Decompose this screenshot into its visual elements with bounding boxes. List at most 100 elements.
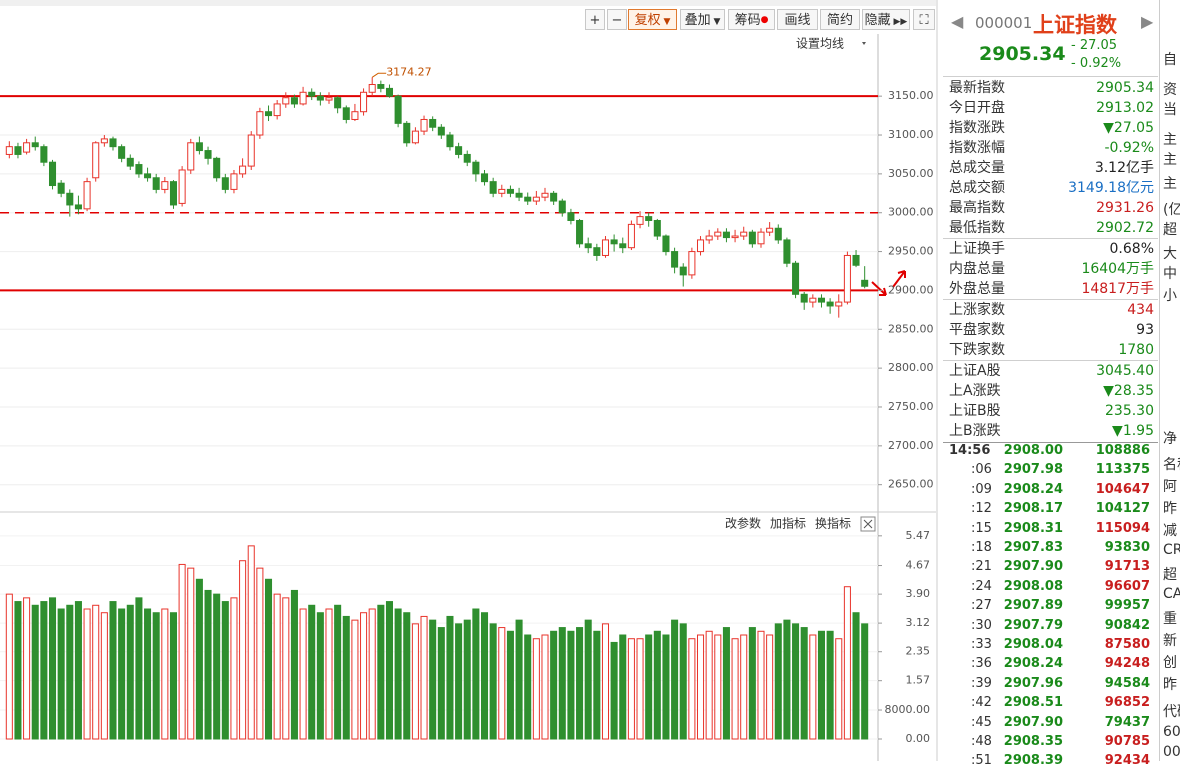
candle-body <box>679 266 687 276</box>
prev-arrow[interactable]: ◀ <box>951 12 964 31</box>
volume-bar <box>14 601 22 740</box>
side-label: (亿 <box>1163 202 1180 218</box>
volume-bar <box>368 608 376 740</box>
stat-label: 最高指数 <box>949 200 1005 216</box>
trade-row: :33 2908.04 87580 <box>943 635 1158 654</box>
volume-bar <box>74 601 82 740</box>
volume-bar <box>653 630 661 740</box>
candle-body <box>852 254 860 266</box>
volume-bar <box>861 623 869 740</box>
trade-time: :21 <box>971 559 992 575</box>
trade-row: :06 2907.98 113375 <box>943 460 1158 479</box>
volume-tool[interactable]: 改参数 <box>725 516 761 531</box>
stat-value: 3045.40 <box>1096 363 1154 379</box>
stat-label: 指数涨幅 <box>949 140 1005 156</box>
candle-body <box>411 130 419 144</box>
stat-value: 2931.26 <box>1096 200 1154 216</box>
candle-body <box>576 219 584 245</box>
side-label: 减 <box>1163 523 1177 539</box>
y-tick-label: 3000.00 <box>888 206 934 219</box>
stat-label: 上涨家数 <box>949 302 1005 318</box>
volume-bar <box>480 612 489 740</box>
trade-time: 14:56 <box>949 443 991 458</box>
stat-row: 平盘家数 93 <box>949 320 1154 340</box>
volume-bar <box>662 634 670 740</box>
candle-body <box>584 243 592 249</box>
volume-bar <box>385 601 394 740</box>
y2-tick-label: 2.35 <box>906 645 931 658</box>
stat-value: 235.30 <box>1105 403 1154 419</box>
y-tick-label: 2800.00 <box>888 361 934 374</box>
side-label: 小 <box>1163 288 1177 304</box>
trade-volume: 99957 <box>1104 598 1150 614</box>
fullscreen-button[interactable]: ⛶ <box>913 9 935 30</box>
volume-bar <box>273 593 281 740</box>
volume-bar <box>221 601 229 740</box>
volume-bar <box>169 612 178 740</box>
toolbar-button[interactable]: 画线 <box>777 9 818 30</box>
volume-bar <box>403 612 411 740</box>
candle-body <box>351 111 359 120</box>
toolbar-button[interactable]: 简约 <box>820 9 860 30</box>
toolbar-button[interactable]: 复权 ▼ <box>628 9 677 30</box>
volume-bar <box>826 630 834 740</box>
chart: 设置均线 3150.00 3100.00 3050.00 3000.00 2950.00… <box>0 0 938 761</box>
volume-bar <box>161 608 169 740</box>
separator <box>943 442 1158 443</box>
toolbar-button[interactable]: 叠加 ▼ <box>680 9 725 30</box>
candle-body <box>360 91 368 113</box>
trade-row: :45 2907.90 79437 <box>943 713 1158 732</box>
candle-body <box>195 142 203 152</box>
volume-bar <box>627 638 635 740</box>
side-label: 新 <box>1163 633 1177 649</box>
volume-bar <box>506 630 514 740</box>
candle-body <box>247 134 255 167</box>
volume-bar <box>282 597 290 740</box>
trade-time: :33 <box>971 637 992 652</box>
button-label: 简约 <box>826 13 853 28</box>
ma-setting[interactable]: 设置均线 <box>796 37 844 51</box>
side-label: 资 <box>1163 82 1177 98</box>
volume-bar <box>66 604 74 740</box>
trade-time: :36 <box>971 656 992 672</box>
y-tick-label: 2850.00 <box>888 322 934 335</box>
toolbar-button[interactable]: 隐藏 ▶▶ <box>862 9 910 30</box>
stat-row: 总成交量 3.12亿手 <box>949 158 1154 178</box>
volume-bar <box>178 563 186 740</box>
trade-time: :06 <box>971 462 992 478</box>
trade-time: :27 <box>971 598 992 614</box>
volume-bar <box>411 623 419 740</box>
next-arrow[interactable]: ▶ <box>1141 12 1154 31</box>
side-label: 中 <box>1163 266 1177 282</box>
volume-bar <box>213 593 221 740</box>
stat-row: 上涨家数 434 <box>949 300 1154 320</box>
toolbar-button[interactable]: − <box>607 9 627 30</box>
dropdown-icon <box>862 42 866 45</box>
trade-volume: 90842 <box>1104 617 1150 633</box>
volume-bar <box>135 597 143 740</box>
toolbar-button[interactable]: 筹码● <box>728 9 775 30</box>
max-label: 3174.27 <box>386 65 432 78</box>
candle-body <box>792 262 800 295</box>
volume-tool[interactable]: 加指标 <box>770 516 806 531</box>
toolbar-button[interactable]: + <box>585 9 605 30</box>
stat-value: 0.68% <box>1109 241 1154 257</box>
side-label: 代码 <box>1163 704 1180 720</box>
volume-bar <box>204 589 212 740</box>
candle-body <box>230 173 238 190</box>
volume-tool[interactable]: 换指标 <box>815 516 851 531</box>
volume-bar <box>550 630 558 740</box>
candle-body <box>480 173 489 183</box>
side-label: 阿 <box>1163 479 1177 495</box>
volume-bar <box>48 597 57 740</box>
volume-bar <box>835 638 843 740</box>
volume-bar <box>429 619 437 740</box>
volume-bar <box>230 597 238 740</box>
candle-body <box>498 188 506 194</box>
candle-body <box>325 97 333 101</box>
candle-body <box>463 153 471 163</box>
stat-row: 上B涨跌 ▼1.95 <box>949 421 1154 441</box>
candle-body <box>126 157 134 167</box>
stat-value: 2905.34 <box>1096 80 1154 96</box>
y2-tick-label: 3.12 <box>906 616 931 629</box>
